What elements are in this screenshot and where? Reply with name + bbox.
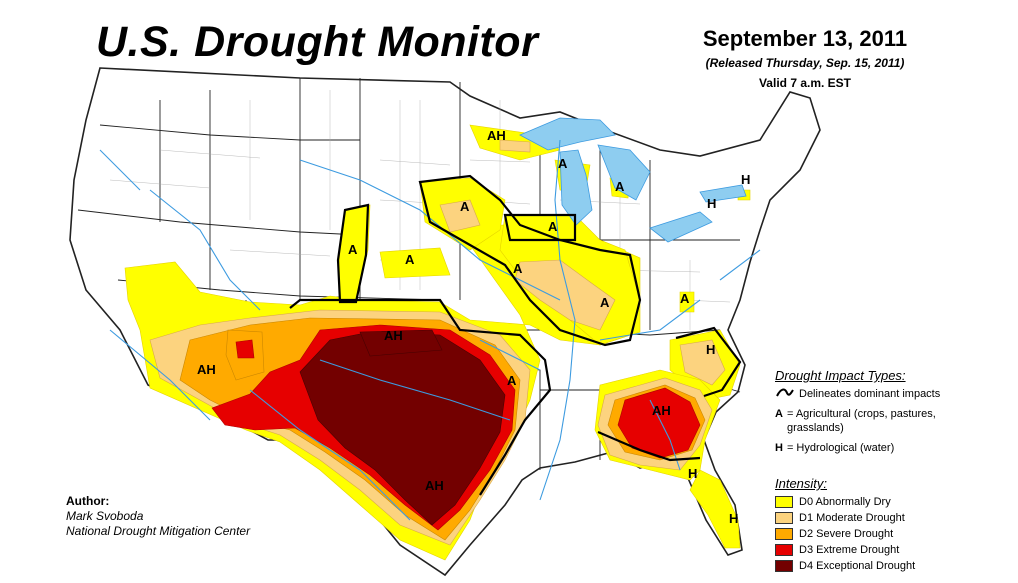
- color-swatch: [775, 544, 793, 556]
- impact-legend-heading: Drought Impact Types:: [775, 368, 906, 383]
- author-org: National Drought Mitigation Center: [66, 524, 251, 538]
- intensity-legend-item: D2 Severe Drought: [775, 526, 915, 542]
- color-swatch: [775, 512, 793, 524]
- intensity-label: D0 Abnormally Dry: [799, 496, 891, 508]
- impact-legend-item: H = Hydrological (water): [775, 441, 990, 455]
- valid-time: Valid 7 a.m. EST: [758, 76, 852, 90]
- impact-lines: [289, 174, 742, 496]
- d4-panhandle: [359, 329, 443, 357]
- d3-southeast: [617, 387, 701, 459]
- impact-label: AH: [384, 328, 403, 343]
- impact-label: A: [600, 295, 610, 310]
- impact-label: A: [405, 252, 415, 267]
- impact-label: A: [615, 179, 625, 194]
- intensity-label: D4 Exceptional Drought: [799, 560, 916, 572]
- d1-midwest: [514, 259, 616, 331]
- impact-legend-item: A = Agricultural (crops, pastures, grass…: [775, 407, 990, 435]
- impact-legend-text: Delineates dominant impacts: [799, 388, 941, 400]
- intensity-legend: Intensity: D0 Abnormally Dry D1 Moderate…: [775, 476, 915, 574]
- intensity-legend-item: D0 Abnormally Dry: [775, 494, 915, 510]
- impact-legend-text: = Agricultural (crops, pastures, grassla…: [786, 408, 936, 434]
- impact-legend-symbol: H: [775, 442, 783, 454]
- drought-areas: [124, 124, 751, 561]
- impact-label: H: [729, 511, 738, 526]
- curve-line-icon: [776, 388, 794, 397]
- map-title: U.S. Drought Monitor: [96, 18, 539, 66]
- color-swatch: [775, 496, 793, 508]
- impact-label: A: [558, 156, 568, 171]
- great-lakes: [519, 117, 747, 243]
- impact-labels: AH A A H H A A A A A A A AH AH A H AH AH…: [197, 128, 750, 526]
- impact-legend-symbol: A: [775, 408, 783, 420]
- intensity-legend-heading: Intensity:: [775, 476, 828, 491]
- impact-label: H: [688, 466, 697, 481]
- date-block: September 13, 2011 (Released Thursday, S…: [660, 26, 950, 90]
- d3-nm-spot: [235, 339, 255, 359]
- author-block: Author: Mark Svoboda National Drought Mi…: [66, 494, 250, 539]
- impact-label: AH: [197, 362, 216, 377]
- intensity-legend-item: D4 Exceptional Drought: [775, 558, 915, 574]
- author-heading: Author:: [66, 494, 110, 508]
- impact-label: A: [460, 199, 470, 214]
- d1-upper-mi: [499, 139, 531, 153]
- impact-legend-text: = Hydrological (water): [786, 442, 895, 454]
- intensity-legend-item: D3 Extreme Drought: [775, 542, 915, 558]
- impact-label: A: [680, 291, 690, 306]
- rivers: [99, 139, 761, 521]
- author-name: Mark Svoboda: [66, 509, 144, 523]
- impact-label: H: [706, 342, 715, 357]
- intensity-label: D3 Extreme Drought: [799, 544, 900, 556]
- color-swatch: [775, 560, 793, 572]
- impact-label: AH: [652, 403, 671, 418]
- d0-florida: [689, 469, 741, 549]
- impact-label: A: [548, 219, 558, 234]
- d1-carolinas: [679, 339, 726, 386]
- impact-label: AH: [425, 478, 444, 493]
- intensity-label: D1 Moderate Drought: [799, 512, 905, 524]
- impact-label: H: [741, 172, 750, 187]
- impact-label: A: [507, 373, 517, 388]
- d1-great-lakes: [439, 199, 481, 233]
- intensity-label: D2 Severe Drought: [799, 528, 894, 540]
- impact-label: H: [707, 196, 716, 211]
- impact-legend-item: Delineates dominant impacts: [775, 387, 990, 401]
- impact-label: AH: [487, 128, 506, 143]
- intensity-legend-item: D1 Moderate Drought: [775, 510, 915, 526]
- impact-label: A: [348, 242, 358, 257]
- release-date: (Released Thursday, Sep. 15, 2011): [705, 56, 905, 70]
- map-date: September 13, 2011: [702, 26, 908, 51]
- color-swatch: [775, 528, 793, 540]
- d0-nebraska: [379, 247, 451, 279]
- impact-label: A: [513, 261, 523, 276]
- impact-legend: Drought Impact Types: Delineates dominan…: [775, 368, 990, 461]
